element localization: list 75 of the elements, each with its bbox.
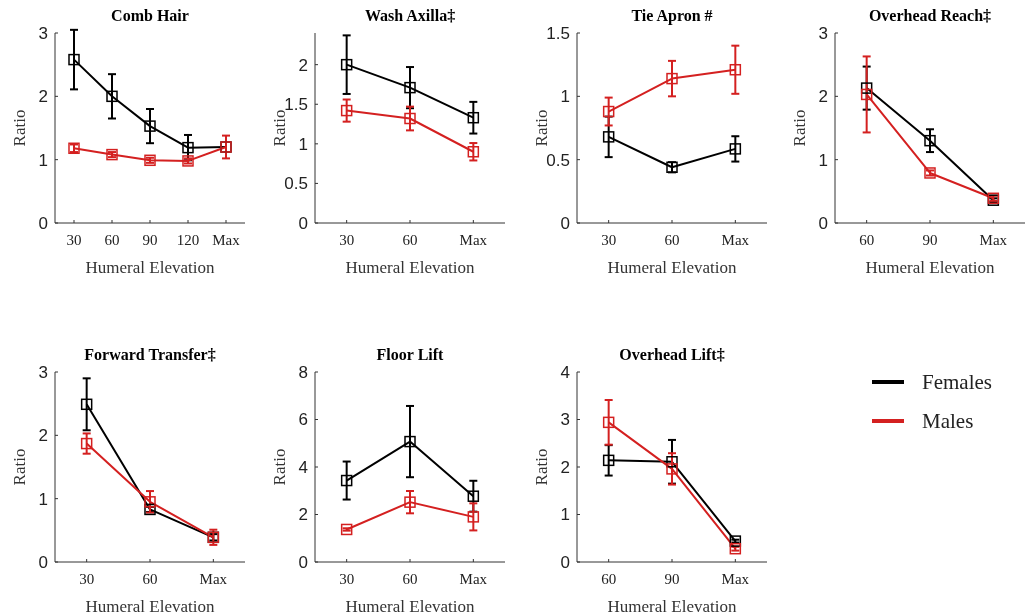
chart-title: Forward Transfer‡ [84,346,216,363]
y-tick-label: 2 [560,457,570,477]
chart-title: Comb Hair [111,7,189,24]
chart-title: Overhead Lift‡ [619,346,725,363]
y-tick-label: 0 [298,552,308,572]
chart-title: Floor Lift [376,346,445,363]
y-tick-label: 4 [560,362,570,382]
y-tick-label: 1 [298,134,308,154]
y-tick-label: 1 [560,505,570,525]
y-tick-label: 1 [38,489,48,509]
y-tick-label: 1 [818,150,828,170]
x-tick-label: 30 [66,232,82,248]
x-tick-label: 30 [339,571,355,587]
x-tick-label: Max [979,232,1008,248]
x-tick-label: 60 [402,232,418,248]
y-tick-label: 1.5 [546,23,570,43]
x-tick-label: 60 [402,571,418,587]
legend-label: Males [922,409,974,434]
chart-title: Overhead Reach‡ [868,7,992,24]
x-tick-label: Max [721,571,750,587]
y-axis-title: Ratio [532,448,551,486]
x-axis-title: Humeral Elevation [345,597,475,615]
y-tick-label: 2 [298,505,308,525]
y-tick-label: 0 [560,213,570,233]
y-axis-title: Ratio [270,448,289,486]
y-tick-label: 0 [818,213,828,233]
chart-title: Tie Apron # [631,7,713,25]
y-tick-label: 2 [38,87,48,107]
x-tick-label: 90 [922,232,938,248]
legend-label: Females [922,370,992,395]
y-axis-title: Ratio [790,109,809,147]
x-axis-title: Humeral Elevation [85,597,215,615]
y-tick-label: 3 [560,410,570,430]
x-tick-label: 30 [79,571,95,587]
x-axis-title: Humeral Elevation [865,258,995,277]
x-tick-label: Max [459,232,488,248]
x-tick-label: 30 [339,232,355,248]
x-tick-label: 120 [176,232,200,248]
x-tick-label: 90 [664,571,680,587]
x-tick-label: Max [212,232,241,248]
y-tick-label: 3 [38,23,48,43]
x-tick-label: 30 [601,232,617,248]
x-tick-label: 60 [859,232,875,248]
chart-title: Wash Axilla‡ [364,7,456,24]
y-tick-label: 8 [298,362,308,382]
y-tick-label: 0 [38,552,48,572]
y-tick-label: 0 [298,213,308,233]
x-tick-label: 60 [664,232,680,248]
y-tick-label: 1 [38,150,48,170]
x-tick-label: Max [199,571,228,587]
y-tick-label: 0.5 [546,150,570,170]
y-tick-label: 0 [38,213,48,233]
y-tick-label: 6 [298,410,308,430]
x-tick-label: Max [459,571,488,587]
y-tick-label: 2 [38,426,48,446]
x-axis-title: Humeral Elevation [345,258,475,277]
y-tick-label: 2 [818,87,828,107]
x-tick-label: 60 [601,571,617,587]
y-tick-label: 0 [560,552,570,572]
y-tick-label: 1 [560,87,570,107]
y-axis-title: Ratio [532,109,551,147]
y-axis-title: Ratio [10,109,29,147]
y-tick-label: 4 [298,457,308,477]
y-tick-label: 3 [818,23,828,43]
y-axis-title: Ratio [10,448,29,486]
x-axis-title: Humeral Elevation [85,258,215,277]
x-tick-label: 60 [142,571,158,587]
x-axis-title: Humeral Elevation [607,597,737,615]
x-axis-title: Humeral Elevation [607,258,737,277]
y-tick-label: 0.5 [284,174,308,194]
x-tick-label: 90 [142,232,158,248]
x-tick-label: 60 [104,232,120,248]
y-tick-label: 2 [298,55,308,75]
y-tick-label: 3 [38,362,48,382]
x-tick-label: Max [721,232,750,248]
